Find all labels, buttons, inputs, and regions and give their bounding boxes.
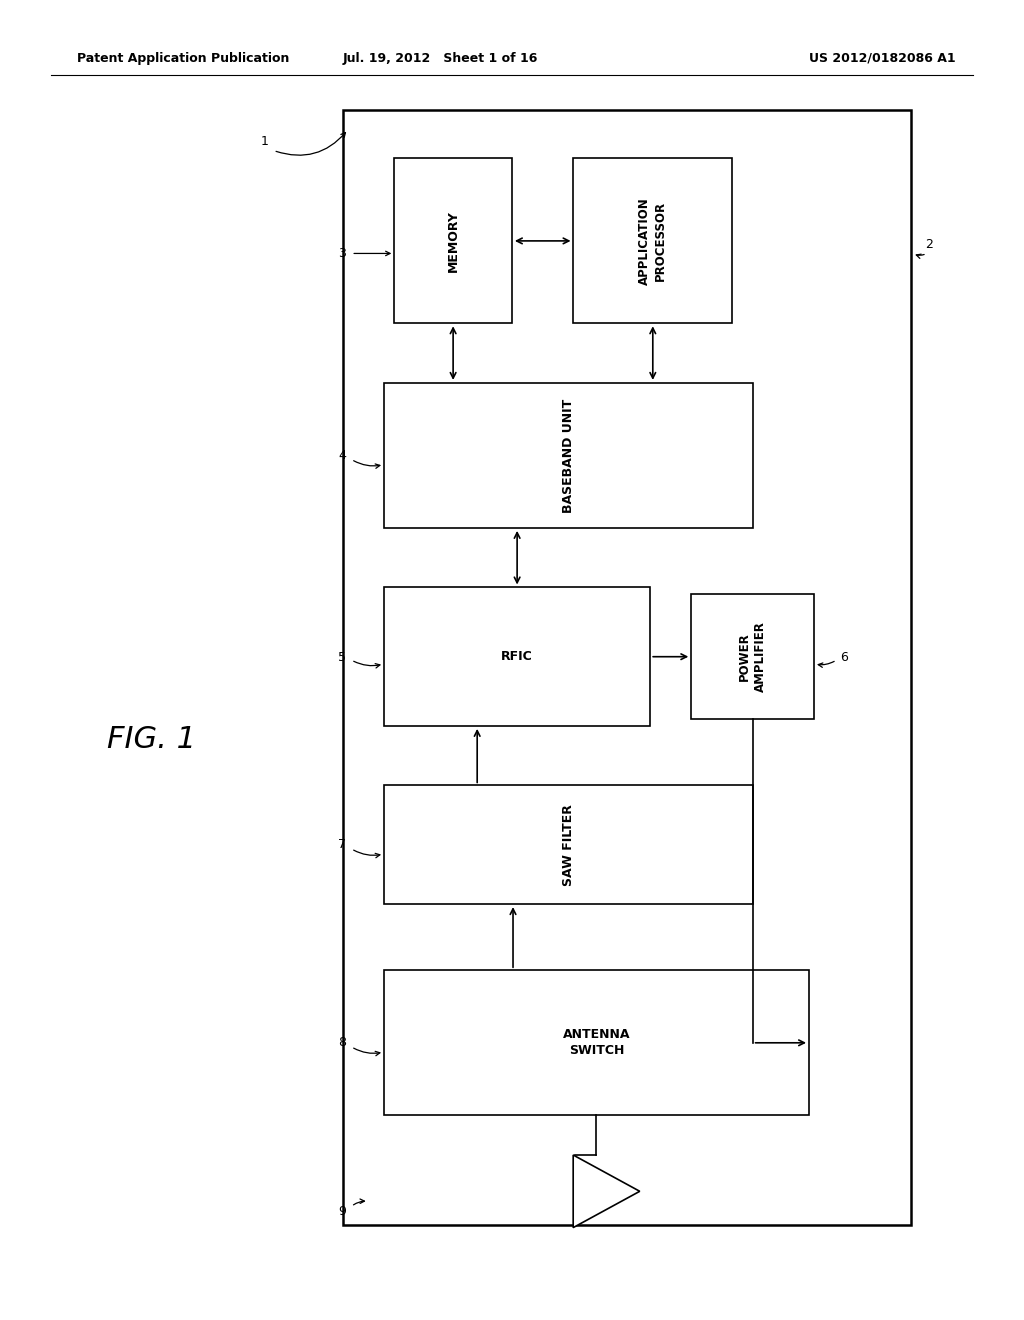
Text: FIG. 1: FIG. 1 [108, 725, 196, 754]
Bar [394, 158, 512, 323]
Text: ANTENNA
SWITCH: ANTENNA SWITCH [563, 1028, 630, 1057]
Bar [691, 594, 814, 719]
Text: 1: 1 [261, 135, 269, 148]
Text: 4: 4 [338, 449, 346, 462]
Text: 3: 3 [338, 247, 346, 260]
Bar [384, 587, 650, 726]
Text: 7: 7 [338, 838, 346, 851]
Text: RFIC: RFIC [501, 651, 534, 663]
Text: US 2012/0182086 A1: US 2012/0182086 A1 [809, 51, 955, 65]
Text: SAW FILTER: SAW FILTER [562, 804, 574, 886]
Text: Jul. 19, 2012   Sheet 1 of 16: Jul. 19, 2012 Sheet 1 of 16 [343, 51, 538, 65]
Polygon shape [573, 1155, 640, 1228]
Bar [384, 383, 753, 528]
Text: 6: 6 [840, 651, 848, 664]
Text: POWER
AMPLIFIER: POWER AMPLIFIER [738, 622, 767, 692]
Text: 9: 9 [338, 1205, 346, 1218]
Text: 5: 5 [338, 651, 346, 664]
Bar [384, 970, 809, 1115]
Text: 2: 2 [925, 238, 933, 251]
Text: MEMORY: MEMORY [446, 210, 460, 272]
Text: APPLICATION
PROCESSOR: APPLICATION PROCESSOR [638, 197, 668, 285]
Bar [343, 110, 911, 1225]
Text: 8: 8 [338, 1036, 346, 1049]
Bar [573, 158, 732, 323]
Text: BASEBAND UNIT: BASEBAND UNIT [562, 399, 574, 512]
Text: Patent Application Publication: Patent Application Publication [77, 51, 289, 65]
Bar [384, 785, 753, 904]
